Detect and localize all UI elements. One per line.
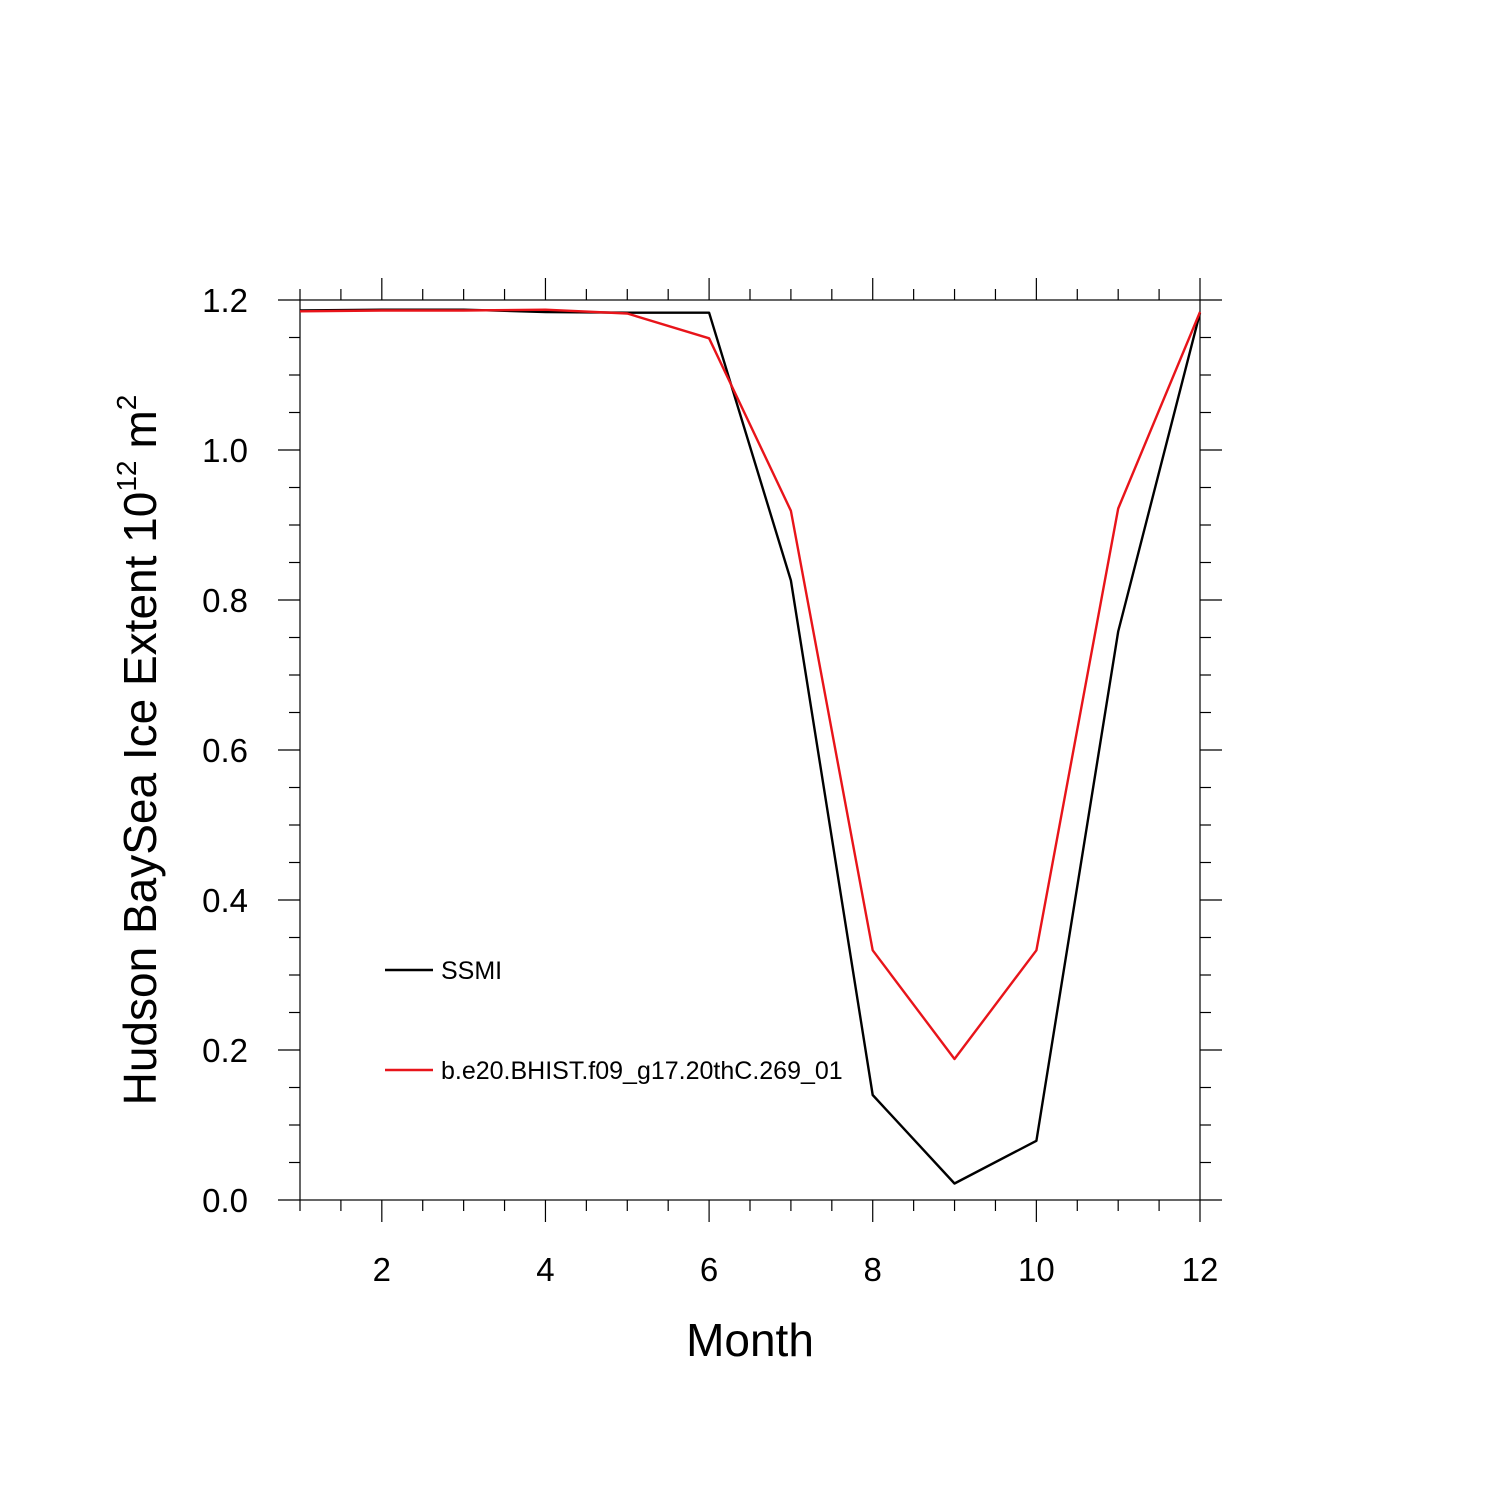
y-tick-label: 0.6 bbox=[202, 732, 248, 769]
x-tick-label: 2 bbox=[373, 1251, 391, 1288]
series-line-model bbox=[299, 308, 1202, 1061]
y-axis-label-unit: m bbox=[114, 410, 166, 448]
axis-tick-labels: 2 4 6 8 10 12 0.0 0.2 0.4 0.6 0.8 1.0 1.2 bbox=[202, 282, 1218, 1288]
y-tick-label: 0.8 bbox=[202, 582, 248, 619]
x-tick-label: 6 bbox=[700, 1251, 718, 1288]
legend: SSMI b.e20.BHIST.f09_g17.20thC.269_01 bbox=[385, 957, 843, 1085]
x-axis-label: Month bbox=[686, 1314, 814, 1366]
y-tick-label: 0.0 bbox=[202, 1182, 248, 1219]
y-tick-label: 0.2 bbox=[202, 1032, 248, 1069]
y-tick-label: 0.4 bbox=[202, 882, 248, 919]
x-tick-label: 4 bbox=[536, 1251, 554, 1288]
series-lines bbox=[299, 308, 1202, 1185]
y-tick-label: 1.2 bbox=[202, 282, 248, 319]
y-tick-label: 1.0 bbox=[202, 432, 248, 469]
y-axis-label-main: Hudson BaySea Ice Extent 10 bbox=[114, 492, 166, 1106]
legend-label: b.e20.BHIST.f09_g17.20thC.269_01 bbox=[441, 1057, 843, 1085]
x-tick-label: 12 bbox=[1182, 1251, 1219, 1288]
series-line-ssmi bbox=[299, 308, 1202, 1185]
y-axis-label-unit-exponent: 2 bbox=[111, 395, 142, 411]
x-tick-label: 8 bbox=[864, 1251, 882, 1288]
legend-label: SSMI bbox=[441, 957, 502, 985]
x-tick-label: 10 bbox=[1018, 1251, 1055, 1288]
axis-ticks bbox=[278, 278, 1222, 1222]
y-axis-label-exponent: 12 bbox=[111, 461, 142, 492]
y-axis-label: Hudson BaySea Ice Extent 1012 m2 bbox=[111, 395, 166, 1106]
